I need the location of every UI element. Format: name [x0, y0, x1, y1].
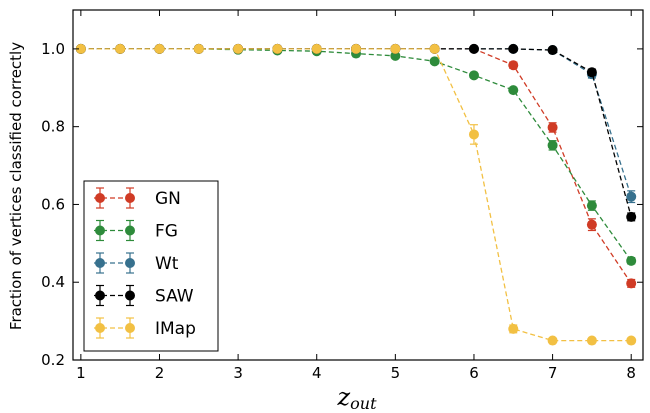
data-point-imap	[508, 323, 519, 334]
legend-item-imap: IMap	[94, 317, 196, 339]
x-axis-label-main: z	[336, 383, 350, 411]
data-point-wt	[626, 191, 637, 202]
data-point-fg	[586, 200, 597, 211]
legend-label-saw: SAW	[155, 287, 194, 307]
x-tick-label: 2	[155, 364, 165, 382]
legend-marker-wt	[95, 258, 105, 268]
legend-item-saw: SAW	[94, 284, 194, 307]
data-point-gn	[508, 60, 519, 71]
x-tick-label: 7	[548, 364, 558, 382]
x-axis-label-subscript: out	[350, 394, 377, 413]
data-point-imap	[390, 43, 401, 54]
y-tick-label: 0.2	[41, 351, 65, 369]
data-point-saw	[468, 43, 479, 54]
data-point-imap	[429, 43, 440, 54]
legend-marker-gn	[95, 193, 105, 203]
data-point-imap	[233, 43, 244, 54]
legend-item-wt: Wt	[94, 252, 179, 274]
data-point-saw	[547, 45, 558, 56]
legend-label-wt: Wt	[155, 254, 179, 274]
data-point-imap	[115, 43, 126, 54]
data-point-saw	[586, 67, 597, 78]
data-point-saw	[508, 43, 519, 54]
data-point-fg	[390, 50, 401, 61]
x-tick-label: 4	[312, 364, 322, 382]
x-axis-label: zout	[336, 383, 377, 413]
data-point-imap	[272, 43, 283, 54]
x-tick-label: 5	[391, 364, 401, 382]
data-point-imap	[351, 43, 362, 54]
data-point-fg	[429, 56, 440, 67]
legend-item-gn: GN	[94, 187, 181, 209]
y-tick-label: 0.6	[41, 195, 65, 213]
legend-box	[83, 180, 219, 352]
legend-item-fg: FG	[94, 219, 178, 242]
data-point-gn	[626, 278, 637, 289]
x-tick-label: 1	[76, 364, 86, 382]
data-point-imap	[154, 43, 165, 54]
legend-marker-fg	[95, 225, 105, 236]
data-point-imap	[626, 335, 637, 346]
legend-marker-saw	[125, 290, 135, 301]
axes: 1 2 3 4 5 6 7 8 0.2 0.4 0.6 0.8 1.0	[41, 10, 643, 382]
plot-frame	[72, 9, 644, 361]
legend-marker-imap	[125, 323, 135, 333]
data-point-imap	[586, 335, 597, 346]
series-imap	[75, 43, 637, 346]
data-point-gn	[586, 219, 597, 230]
legend-marker-wt	[125, 258, 135, 268]
legend-marker-saw	[95, 290, 105, 301]
data-point-imap	[75, 43, 86, 54]
legend-marker-fg	[125, 225, 135, 236]
plot-data	[75, 43, 637, 346]
x-tick-label: 8	[626, 364, 636, 382]
data-point-saw	[626, 211, 637, 222]
y-axis-label: Fraction of vertices classified correctl…	[7, 42, 25, 330]
data-point-fg	[547, 140, 558, 151]
legend-label-fg: FG	[155, 222, 178, 242]
legend-marker-imap	[95, 323, 105, 333]
data-point-fg	[508, 85, 519, 96]
legend: GN FG Wt SAW IMap	[83, 180, 219, 352]
data-point-fg	[626, 255, 637, 266]
y-tick-label: 1.0	[41, 40, 65, 58]
legend-label-imap: IMap	[155, 319, 196, 339]
legend-marker-gn	[125, 193, 135, 203]
y-tick-label: 0.8	[41, 118, 65, 136]
data-point-imap	[311, 43, 322, 54]
data-point-gn	[547, 122, 558, 133]
data-point-imap	[547, 335, 558, 346]
y-tick-label: 0.4	[41, 273, 65, 291]
legend-label-gn: GN	[155, 189, 181, 209]
x-tick-label: 3	[233, 364, 243, 382]
x-tick-label: 6	[469, 364, 479, 382]
data-point-fg	[468, 70, 479, 81]
data-point-imap	[468, 129, 479, 140]
data-point-imap	[193, 43, 204, 54]
